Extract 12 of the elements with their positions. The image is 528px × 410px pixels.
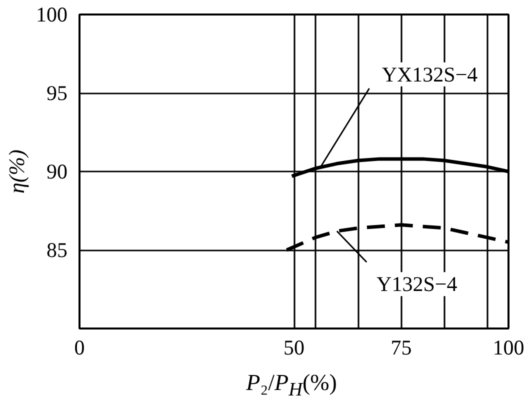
x-tick-label: 0 (74, 336, 85, 360)
y-tick-label: 85 (46, 238, 68, 262)
annotation: Y132S−4 (376, 272, 458, 296)
x-tick-label: 75 (390, 336, 412, 360)
y-tick-label: 90 (46, 160, 68, 184)
x-axis-title: P₂/P$_{H}$(%) (246, 369, 337, 403)
x-tick-label: 50 (284, 336, 304, 360)
x-tick-label: 100 (492, 336, 524, 360)
y-axis-title: η(%) (4, 150, 29, 194)
y-tick-label: 95 (46, 81, 68, 105)
annotation: YX132S−4 (382, 62, 478, 86)
y-tick-label: 100 (36, 2, 68, 26)
